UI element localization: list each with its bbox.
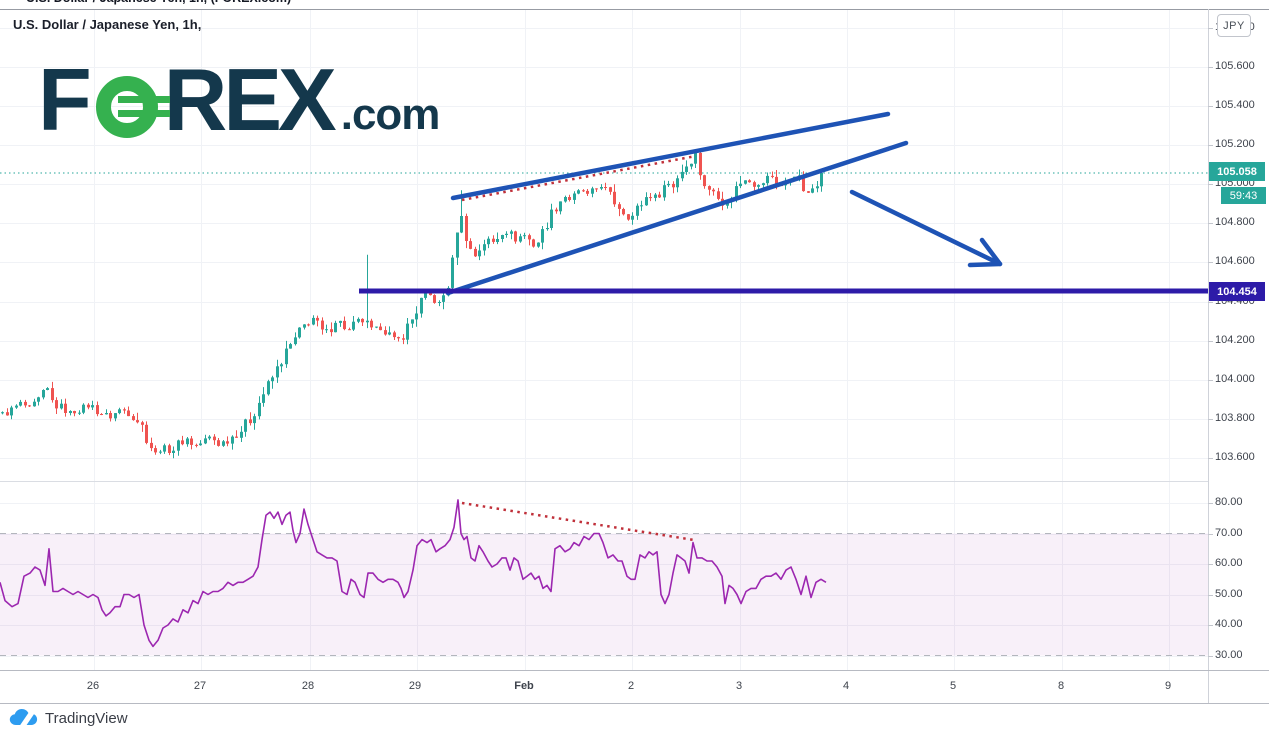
rsi-tick-label: 40.00	[1215, 618, 1243, 630]
bar-countdown-badge: 59:43	[1221, 187, 1266, 204]
price-tick-label: 105.400	[1215, 99, 1255, 112]
time-tick-label: 5	[949, 680, 957, 692]
time-tick-label: Feb	[514, 680, 534, 692]
price-tick-label: 105.600	[1215, 60, 1255, 73]
forex-logo-letters-rex: REX	[163, 50, 337, 149]
symbol-legend[interactable]: U.S. Dollar / Japanese Yen, 1h,	[13, 17, 202, 32]
time-tick-label: 28	[301, 680, 315, 692]
lower_trendline-drawing[interactable]	[445, 140, 909, 296]
time-tick-label: 8	[1057, 680, 1065, 692]
time-tick-label: 26	[86, 680, 100, 692]
time-tick-label: 2	[627, 680, 635, 692]
rsi-tick-label: 30.00	[1215, 648, 1243, 661]
currency-toggle-button[interactable]: JPY	[1217, 14, 1251, 37]
current-price-badge: 105.058	[1209, 162, 1265, 181]
down-arrow-drawing[interactable]	[849, 189, 1003, 268]
price-tick-label: 104.200	[1215, 333, 1255, 346]
tradingview-cloud-icon	[9, 709, 38, 725]
upper_trendline-drawing[interactable]	[450, 111, 891, 201]
rsi-band-fill	[0, 533, 1208, 656]
price-tick-label: 104.800	[1215, 216, 1255, 229]
price-divergence-line[interactable]	[461, 154, 697, 202]
rsi-tick-label: 50.00	[1215, 587, 1243, 600]
time-tick-label: 27	[193, 680, 207, 692]
rsi-tick-label: 70.00	[1215, 526, 1243, 539]
forex-com-logo: F REX .com	[38, 50, 441, 149]
candlestick-series	[1, 149, 823, 459]
rsi-line[interactable]	[0, 499, 827, 648]
price-tick-label: 104.600	[1215, 255, 1255, 268]
price-tick-label: 104.000	[1215, 372, 1255, 385]
price-tick-label: 103.600	[1215, 450, 1255, 463]
forex-logo-dot-com: .com	[340, 90, 441, 139]
tradingview-logo[interactable]: TradingView	[8, 707, 128, 729]
pane-borders	[0, 9, 1269, 704]
price-tick-label: 103.800	[1215, 411, 1255, 424]
forex-logo-bar	[117, 110, 170, 117]
gridlines	[0, 9, 1208, 670]
clipped-header-text: U.S. Dollar / Japanese Yen, 1h, (FOREX.c…	[26, 0, 291, 5]
support-level-badge: 104.454	[1209, 282, 1265, 301]
price-tick-label: 105.200	[1215, 138, 1255, 151]
time-tick-label: 29	[408, 680, 422, 692]
forex-logo-ring	[95, 76, 158, 138]
rsi-tick-label: 60.00	[1215, 557, 1243, 569]
time-tick-label: 9	[1164, 680, 1172, 692]
time-tick-label: 3	[735, 680, 743, 692]
forex-logo-bar	[117, 96, 170, 103]
forex-logo-o-icon	[95, 76, 170, 138]
rsi-tick-label: 80.00	[1215, 496, 1243, 508]
tradingview-logo-text: TradingView	[45, 709, 128, 727]
forex-logo-letter-f: F	[38, 50, 92, 149]
time-tick-label: 4	[842, 680, 850, 692]
